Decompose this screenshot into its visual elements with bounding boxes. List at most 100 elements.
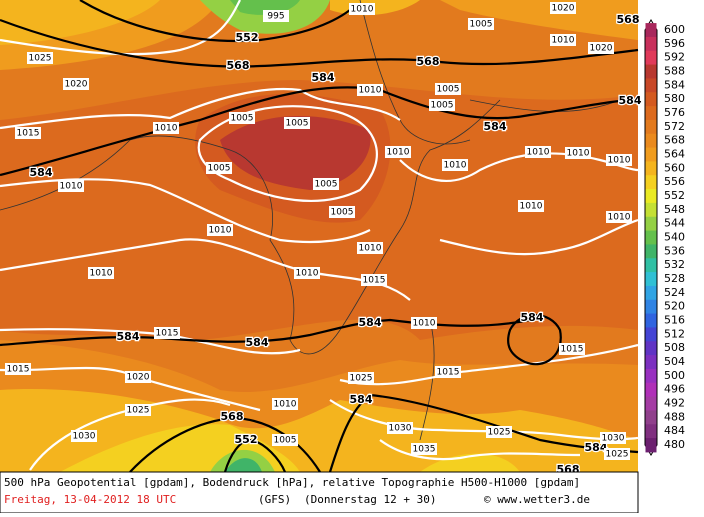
colorbar-swatch	[645, 202, 657, 218]
colorbar-label: 580	[664, 92, 685, 105]
pressure-label: 1010	[527, 148, 550, 158]
geopotential-label: 552	[235, 433, 258, 446]
pressure-label-box	[357, 84, 383, 96]
colorbar-swatch	[645, 355, 657, 370]
colorbar-swatch	[645, 161, 657, 176]
pressure-label: 1010	[444, 161, 467, 171]
colorbar-label: 488	[664, 410, 685, 423]
pressure-label-box	[550, 2, 576, 14]
pressure-label-box	[525, 146, 551, 158]
geopotential-label: 568	[417, 55, 440, 68]
pressure-label: 1005	[231, 114, 254, 124]
geopotential-label: 584	[312, 71, 335, 84]
pressure-label-box	[606, 211, 632, 223]
colorbar-swatch	[645, 313, 657, 328]
pressure-label: 1010	[520, 202, 543, 212]
geopotential-label: 584	[521, 311, 544, 324]
colorbar-swatch	[645, 424, 657, 439]
pressure-label-box	[58, 180, 84, 192]
colorbar-label: 548	[664, 203, 685, 216]
colorbar-label: 584	[664, 78, 685, 91]
caption-date: Freitag, 13-04-2012 18 UTC	[4, 493, 176, 506]
colorbar-label: 520	[664, 300, 685, 313]
pressure-label: 1015	[363, 276, 386, 286]
colorbar-swatch	[645, 368, 657, 384]
pressure-label-box	[5, 363, 31, 375]
pressure-label-box	[15, 127, 41, 139]
colorbar-label: 572	[664, 120, 685, 133]
pressure-label: 1010	[413, 319, 436, 329]
pressure-label: 1010	[296, 269, 319, 279]
colorbar-swatch	[645, 50, 657, 66]
colorbar-swatch	[645, 64, 657, 79]
pressure-label-box	[348, 372, 374, 384]
pressure-label-box	[429, 99, 455, 111]
field-upper-yellow	[0, 0, 420, 45]
geopotential-label: 584	[117, 330, 140, 343]
pressure-label-box	[600, 432, 626, 444]
pressure-label: 1010	[387, 148, 410, 158]
pressure-label-box	[361, 274, 387, 286]
caption-model: (GFS)	[258, 493, 291, 506]
colorbar-swatch	[645, 92, 657, 107]
pressure-label-box	[27, 52, 53, 64]
colorbar-label: 588	[664, 65, 685, 78]
pressure-label-box	[88, 267, 114, 279]
geopotential-label: 584	[484, 120, 507, 133]
pressure-label: 1025	[606, 450, 629, 460]
colorbar-label: 500	[664, 369, 685, 382]
pressure-label-box	[385, 146, 411, 158]
pressure-label: 1010	[155, 124, 178, 134]
pressure-label: 1010	[274, 400, 297, 410]
colorbar-swatch	[645, 382, 657, 398]
colorbar-label: 576	[664, 106, 685, 119]
pressure-label: 1025	[488, 428, 511, 438]
pressure-label-box	[207, 224, 233, 236]
pressure-label: 1010	[359, 244, 382, 254]
pressure-label: 1010	[608, 156, 631, 166]
pressure-label: 1025	[127, 406, 150, 416]
pressure-label: 1010	[351, 5, 374, 15]
colorbar-label: 512	[664, 327, 685, 340]
caption-box	[0, 471, 639, 514]
pressure-label: 1015	[17, 129, 40, 139]
pressure-label-box	[153, 122, 179, 134]
pressure-label: 1025	[29, 54, 52, 64]
pressure-label: 1015	[156, 329, 179, 339]
pressure-label: 1015	[561, 345, 584, 355]
colorbar-swatch	[645, 285, 657, 301]
pressure-label: 1025	[350, 374, 373, 384]
pressure-label-box	[565, 147, 591, 159]
geopotential-label: 584	[619, 94, 642, 107]
colorbar-label: 592	[664, 51, 685, 64]
caption-title: 500 hPa Geopotential [gpdam], Bodendruck…	[4, 476, 580, 489]
pressure-label-box	[263, 10, 289, 22]
colorbar-swatch	[645, 23, 657, 38]
pressure-label-box	[349, 3, 375, 15]
field-upper	[0, 0, 638, 70]
colorbar-label: 556	[664, 175, 685, 188]
colorbar-label: 536	[664, 244, 685, 257]
colorbar-swatch	[645, 106, 657, 121]
colorbar-label: 564	[664, 148, 685, 161]
pressure-label: 1010	[60, 182, 83, 192]
pressure-label: 1020	[552, 4, 575, 14]
pressure-label-box	[435, 83, 461, 95]
pressure-label: 1005	[437, 85, 460, 95]
pressure-label-box	[411, 317, 437, 329]
pressure-label-box	[284, 117, 310, 129]
pressure-label: 1020	[127, 373, 150, 383]
colorbar-swatch	[645, 133, 657, 149]
colorbar-swatch	[645, 258, 657, 273]
pressure-label-box	[125, 404, 151, 416]
pressure-label-box	[518, 200, 544, 212]
colorbar-swatch	[645, 272, 657, 287]
colorbar: 6005965925885845805765725685645605565525…	[645, 23, 685, 453]
pressure-label: 1005	[208, 164, 231, 174]
pressure-label-box	[559, 343, 585, 355]
pressure-label-box	[550, 34, 576, 46]
pressure-label-box	[588, 42, 614, 54]
colorbar-swatch	[645, 244, 657, 259]
colorbar-swatch	[645, 410, 657, 425]
pressure-label-box	[411, 443, 437, 455]
